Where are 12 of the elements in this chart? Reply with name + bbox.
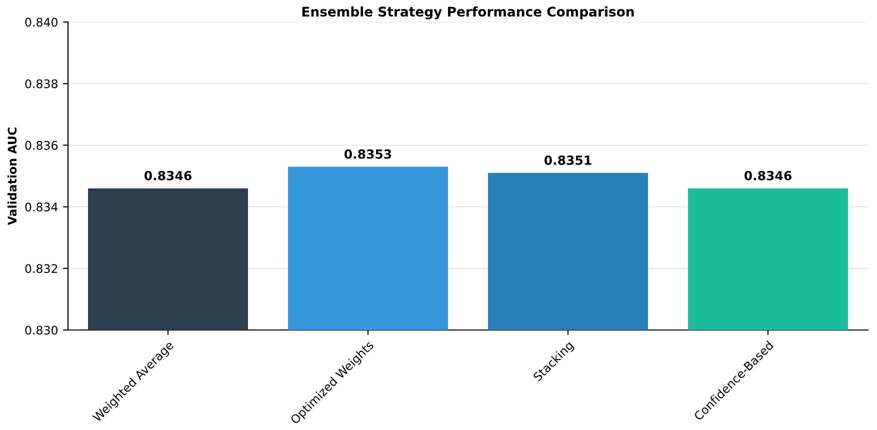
text: 0.836: [25, 140, 58, 150]
text: 0.832: [25, 264, 58, 274]
data-label: 0.8346: [744, 170, 792, 180]
text: 0.838: [25, 79, 58, 88]
text: 0.830: [25, 326, 58, 335]
data-label: 0.8353: [344, 149, 392, 159]
text: 0.834: [25, 202, 58, 212]
data-label: 0.8351: [544, 156, 592, 165]
y-axis-title: Validation AUC: [8, 128, 17, 226]
text: 0.840: [25, 18, 58, 27]
chart-title: Ensemble Strategy Performance Comparison: [302, 6, 634, 20]
data-label: 0.8346: [144, 170, 192, 180]
